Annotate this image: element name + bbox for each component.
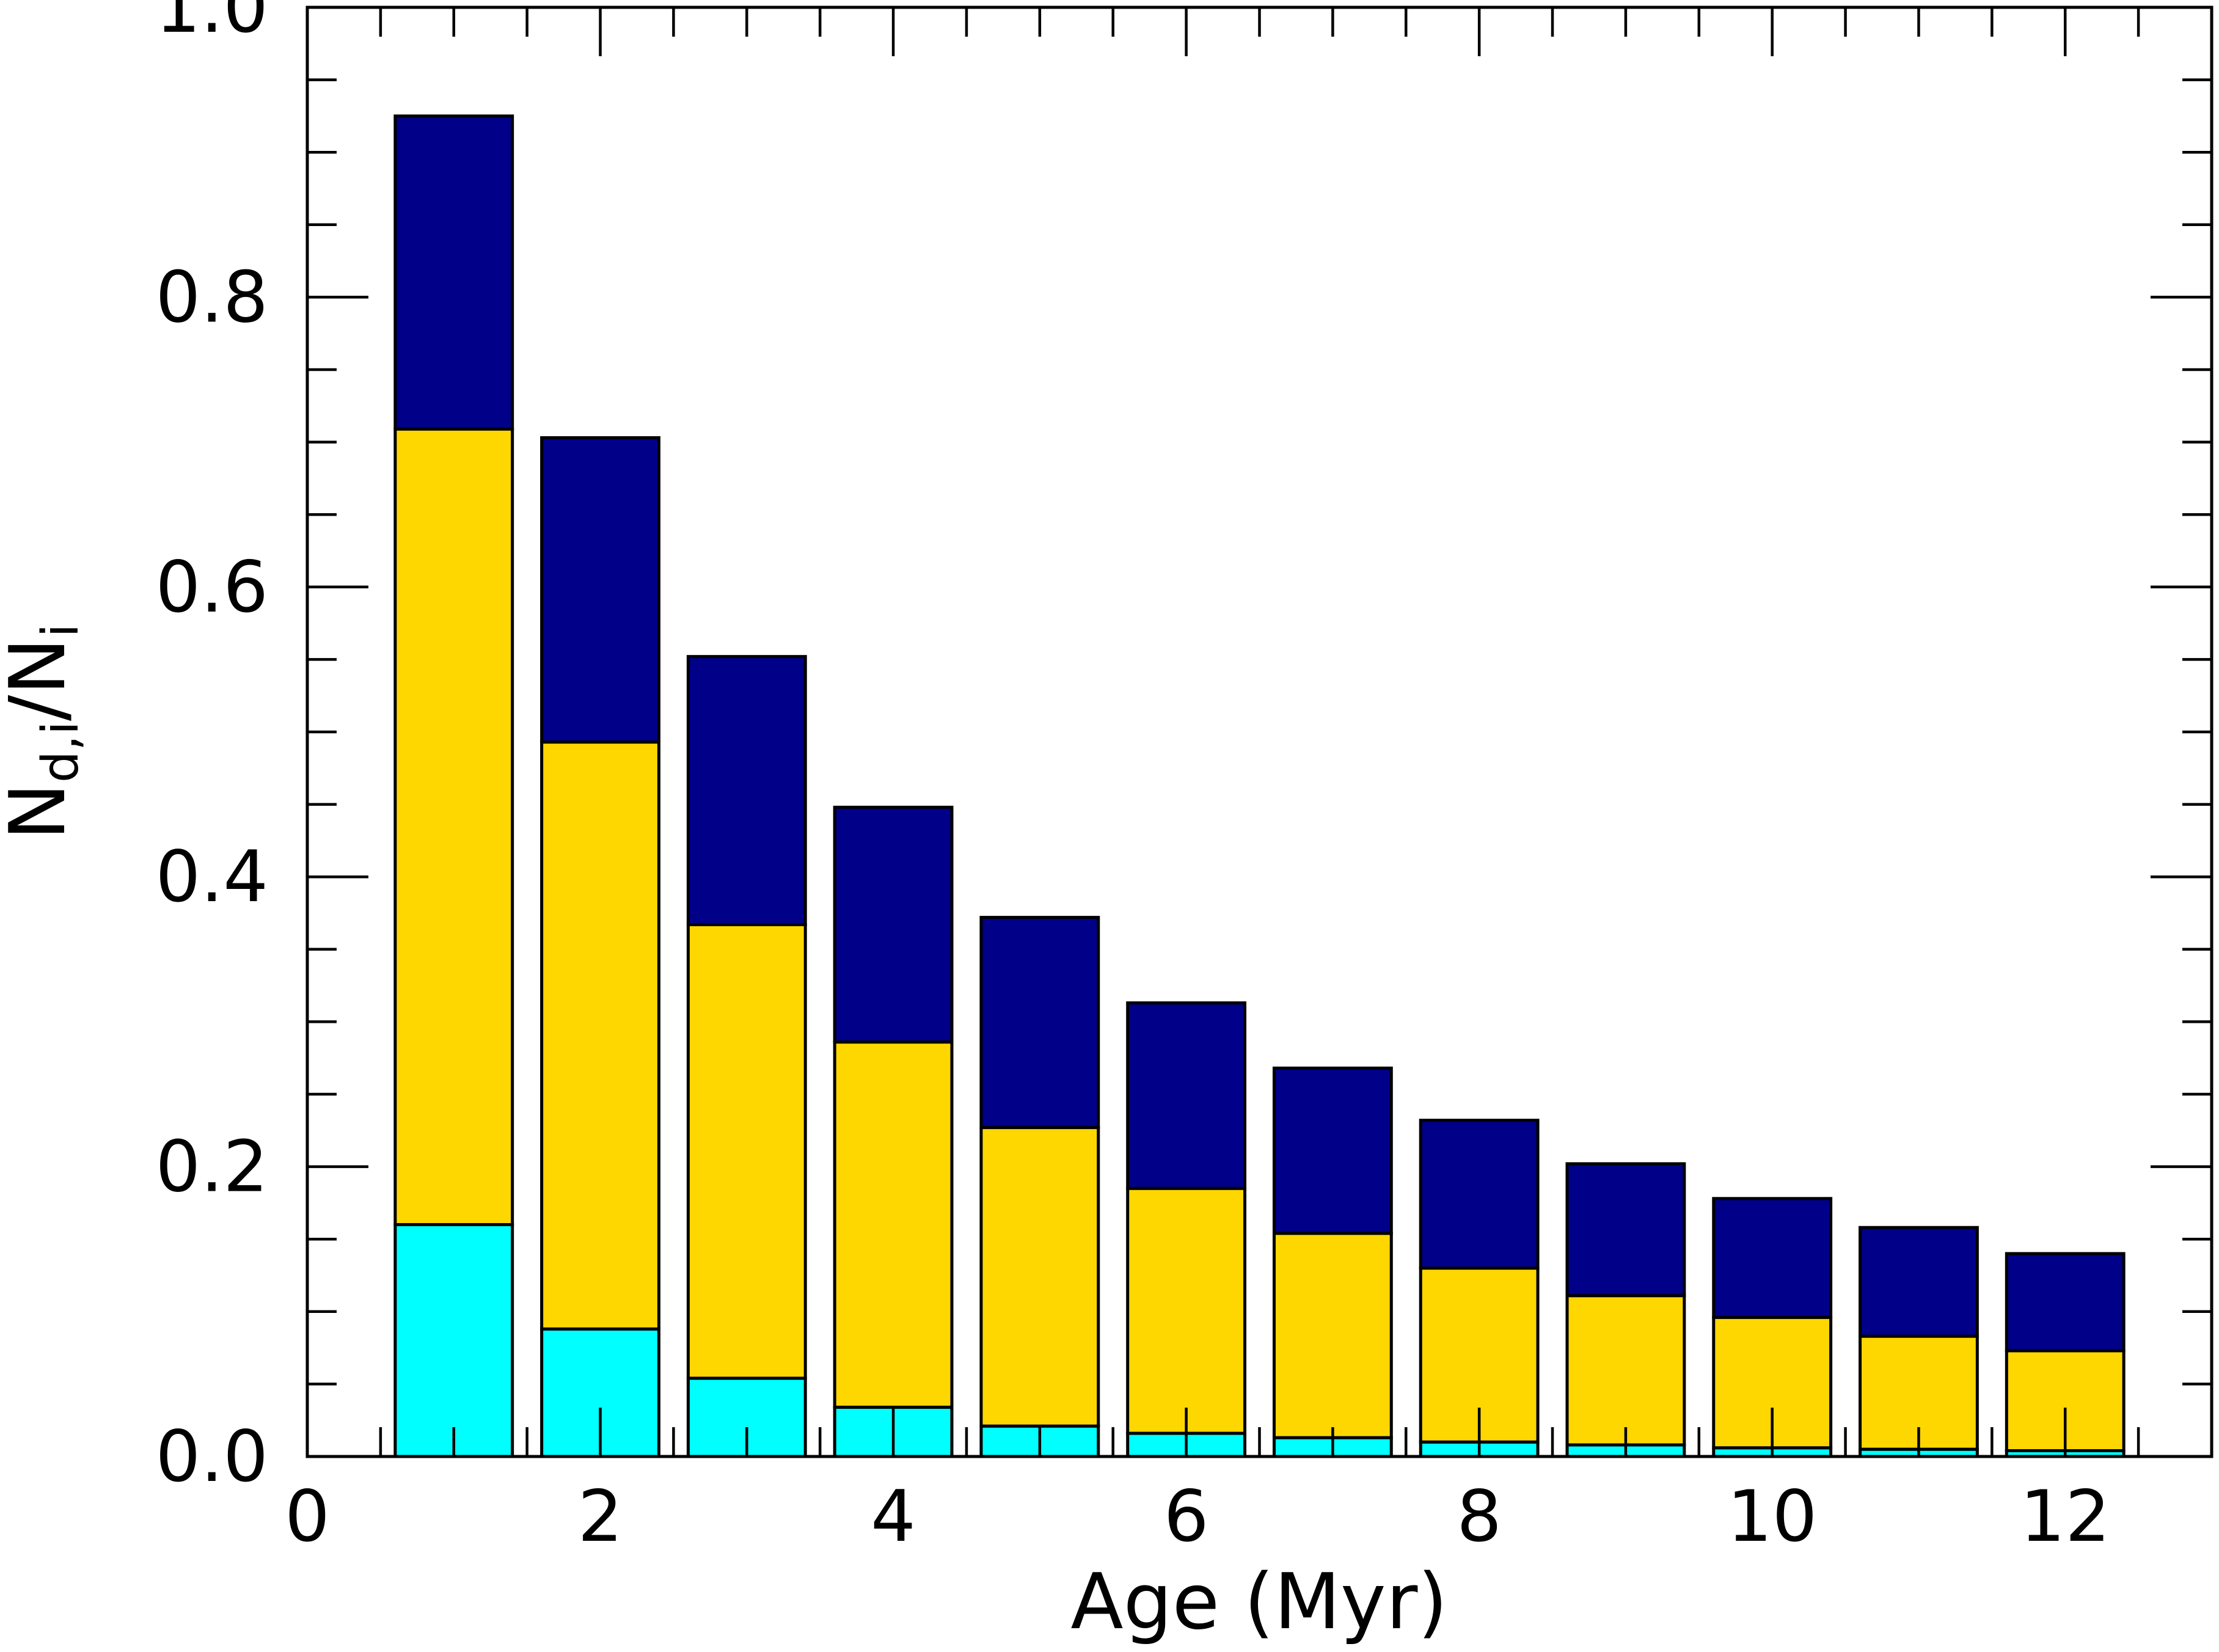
bar-yellow-3 [686, 923, 807, 1380]
bar-navy-1 [393, 114, 514, 431]
bar-yellow-9 [1565, 1294, 1686, 1447]
x-tick-label-10: 10 [1727, 1475, 1818, 1558]
y-tick-label-0.8: 0.8 [156, 256, 268, 338]
tick-labels-group: 0 2 4 6 8 10 12 0.0 0.2 0.4 0.6 0.8 1.0 [156, 0, 2111, 1558]
x-tick-label-8: 8 [1457, 1475, 1502, 1558]
ticks-group [307, 7, 2212, 1456]
x-tick-label-0: 0 [285, 1475, 330, 1558]
y-axis-title-main: N [0, 783, 82, 840]
bar-yellow-7 [1272, 1232, 1393, 1439]
bar-navy-6 [1126, 1001, 1247, 1190]
bar-cyan-1 [393, 1223, 514, 1458]
bar-navy-5 [979, 916, 1100, 1130]
bar-yellow-5 [979, 1126, 1100, 1428]
bar-navy-9 [1565, 1162, 1686, 1298]
bar-navy-4 [833, 805, 954, 1044]
bar-yellow-4 [833, 1040, 954, 1409]
y-tick-label-1.0: 1.0 [156, 0, 268, 49]
bar-navy-7 [1272, 1066, 1393, 1235]
y-axis-title: Nd,i/Ni [0, 624, 90, 841]
y-tick-label-0.6: 0.6 [156, 546, 268, 629]
bar-navy-3 [686, 655, 807, 926]
bar-yellow-6 [1126, 1186, 1247, 1435]
y-tick-label-0.2: 0.2 [156, 1126, 268, 1208]
bar-navy-12 [2005, 1252, 2126, 1353]
bar-navy-10 [1712, 1197, 1833, 1319]
y-tick-label-0.0: 0.0 [156, 1416, 268, 1498]
y-axis-title-sub1: d,i [32, 721, 90, 783]
x-tick-label-6: 6 [1164, 1475, 1209, 1558]
bar-yellow-2 [540, 740, 660, 1331]
bar-navy-8 [1419, 1119, 1540, 1270]
y-axis-title-mid: /N [0, 637, 82, 721]
x-tick-label-12: 12 [2020, 1475, 2110, 1558]
plot-frame [305, 5, 2214, 1458]
x-axis-title: Age (Myr) [1070, 1557, 1447, 1647]
y-axis-title-sub2: i [32, 624, 90, 638]
y-tick-label-0.4: 0.4 [156, 836, 268, 918]
bar-navy-2 [540, 436, 660, 744]
bar-yellow-1 [393, 427, 514, 1226]
x-tick-label-2: 2 [578, 1475, 623, 1558]
x-tick-label-4: 4 [871, 1475, 916, 1558]
bars-group [393, 114, 2126, 1458]
bar-navy-11 [1859, 1226, 1979, 1338]
